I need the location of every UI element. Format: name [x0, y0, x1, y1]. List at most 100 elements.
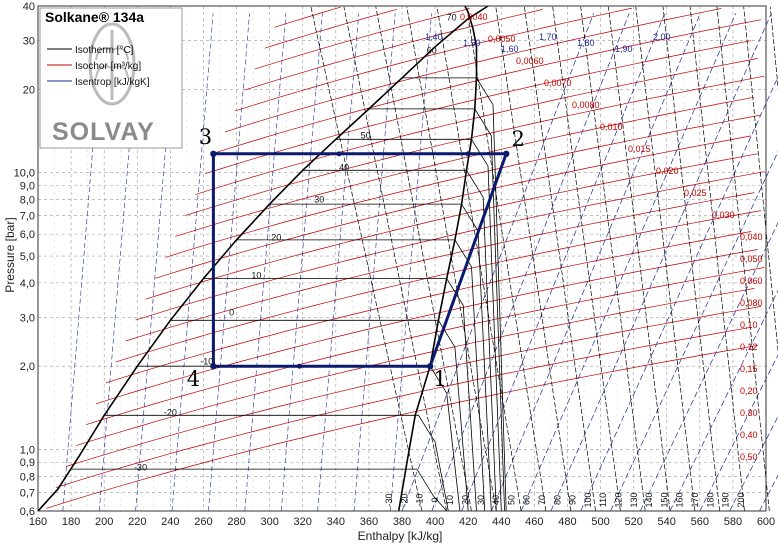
annotations: 706050403020100-10-20-300,00400,00500,00… [134, 12, 762, 508]
legend-box [39, 7, 183, 149]
isentrop-line [244, 13, 287, 512]
axis-ticks: 160 180 200 220 240 260 280 300 320 340 360 380 400 4… [14, 1, 776, 528]
isochor-line [46, 345, 758, 509]
y-tick-label: 1,0 [20, 445, 35, 457]
isochor-value-label: 0,50 [740, 452, 758, 462]
isentrop-line [610, 150, 778, 512]
x-tick-label: 180 [62, 516, 80, 528]
x-tick-label: 460 [525, 516, 543, 528]
isochor-lines [46, 6, 765, 509]
isentrop-line [317, 13, 359, 512]
isentrop-line [639, 221, 778, 512]
y-tick-label: 6,0 [20, 229, 35, 241]
isotherm-value-label: 30 [314, 195, 324, 205]
y-tick-label: 5,0 [20, 251, 35, 263]
x-tick-label: 340 [327, 516, 345, 528]
cycle-point-marker [426, 363, 434, 370]
isochor-line [145, 153, 758, 300]
isochor-value-label: 0,015 [628, 144, 651, 154]
isochor-value-label: 0,020 [656, 166, 679, 176]
isotherm-bottom-label: -30 [384, 493, 394, 506]
isentrop-line [431, 13, 630, 512]
cycle-point-label: 2 [512, 127, 525, 151]
y-tick-label: 40 [23, 1, 35, 13]
isotherm-value-label: 40 [339, 162, 349, 172]
isotherm-bottom-label: 90 [568, 495, 578, 505]
y-tick-label: 3,0 [20, 312, 35, 324]
isotherm-value-label: 0 [229, 307, 234, 317]
brand-logo-text: SOLVAY [52, 118, 155, 146]
isotherm-line [716, 6, 770, 512]
x-tick-label: 500 [591, 516, 609, 528]
isotherm-bottom-label: 0 [430, 497, 440, 502]
isochor-line [135, 171, 765, 321]
isochor-line [264, 8, 398, 49]
isotherm-bottom-label: 100 [583, 492, 593, 507]
isotherm-bottom-label: 150 [659, 492, 669, 507]
cycle-point-marker [210, 150, 217, 158]
isochor-value-label: 0,025 [684, 188, 707, 198]
isochor-value-label: 0,050 [740, 254, 763, 264]
x-tick-label: 400 [426, 516, 444, 528]
y-tick-label: 0,7 [20, 487, 35, 499]
isochor-line [204, 40, 752, 175]
isotherm-bottom-label: 180 [705, 492, 715, 507]
logo-plant-icon [88, 22, 136, 106]
x-tick-label: 360 [360, 516, 378, 528]
isochor-value-label: 0,0080 [572, 100, 600, 110]
isotherm-line [269, 203, 492, 512]
isotherm-bottom-label: 80 [552, 495, 562, 505]
x-tick-label: 540 [658, 516, 676, 528]
isentrop-value-label: 2,00 [653, 32, 671, 42]
saturated-vapor-line [397, 5, 478, 512]
isochor-value-label: 0,010 [600, 122, 623, 132]
isochor-line [234, 7, 633, 112]
isochor-line [274, 6, 341, 28]
isotherm-bottom-label: 110 [598, 493, 608, 507]
isochor-value-label: 0,030 [712, 210, 735, 220]
x-tick-label: 380 [393, 516, 411, 528]
x-tick-label: 600 [757, 516, 775, 528]
isotherm-value-label: 50 [361, 130, 371, 140]
isotherm-bottom-label: 140 [644, 492, 654, 507]
isotherm-bottom-label: 130 [629, 492, 639, 507]
y-tick-label: 30 [23, 36, 35, 48]
cycle-mid-marker [296, 363, 302, 369]
isentrop-value-label: 1,90 [615, 44, 633, 54]
isotherm-bottom-label: 10 [445, 495, 455, 505]
y-tick-label: 20 [23, 84, 35, 96]
isotherm-value-label: 60 [427, 45, 437, 55]
x-tick-label: 260 [194, 516, 212, 528]
isotherm-line [236, 239, 486, 512]
isotherm-bottom-label: 50 [506, 495, 516, 505]
isochor-value-label: 0,080 [740, 298, 763, 308]
legend-label-isentrop: Isentrop [kJ/kgK] [75, 77, 150, 88]
isotherm-line [662, 6, 721, 512]
isochor-line [185, 75, 765, 216]
isentrop-value-label: 1,60 [501, 44, 519, 54]
isochor-line [165, 114, 762, 258]
isochor-line [195, 58, 758, 195]
isotherm-line [495, 6, 572, 512]
isochor-line [224, 8, 722, 133]
legend: Solkane® 134a Isotherm [°C] Isochor [m³/… [39, 7, 183, 149]
isentrop-line [280, 13, 323, 512]
isentrop-line [171, 13, 214, 512]
isochor-value-label: 0,20 [740, 386, 758, 396]
plot-frame [37, 5, 767, 512]
legend-label-isochor: Isochor [m³/kg] [75, 61, 141, 72]
x-tick-label: 200 [95, 516, 113, 528]
isentrop-value-label: 1,80 [577, 38, 595, 48]
isotherm-line [689, 6, 745, 512]
isochor-value-label: 0,40 [740, 430, 758, 440]
isotherm-line [70, 468, 448, 512]
isotherm-bottom-label: 60 [522, 495, 532, 505]
isochor-line [56, 326, 752, 488]
isotherm-value-label: -10 [200, 356, 213, 366]
isotherm-line [466, 6, 547, 512]
x-tick-label: 580 [724, 516, 742, 528]
isotherm-line [635, 6, 696, 512]
isotherm-bottom-label: 30 [476, 495, 486, 505]
isotherm-line [608, 6, 671, 512]
